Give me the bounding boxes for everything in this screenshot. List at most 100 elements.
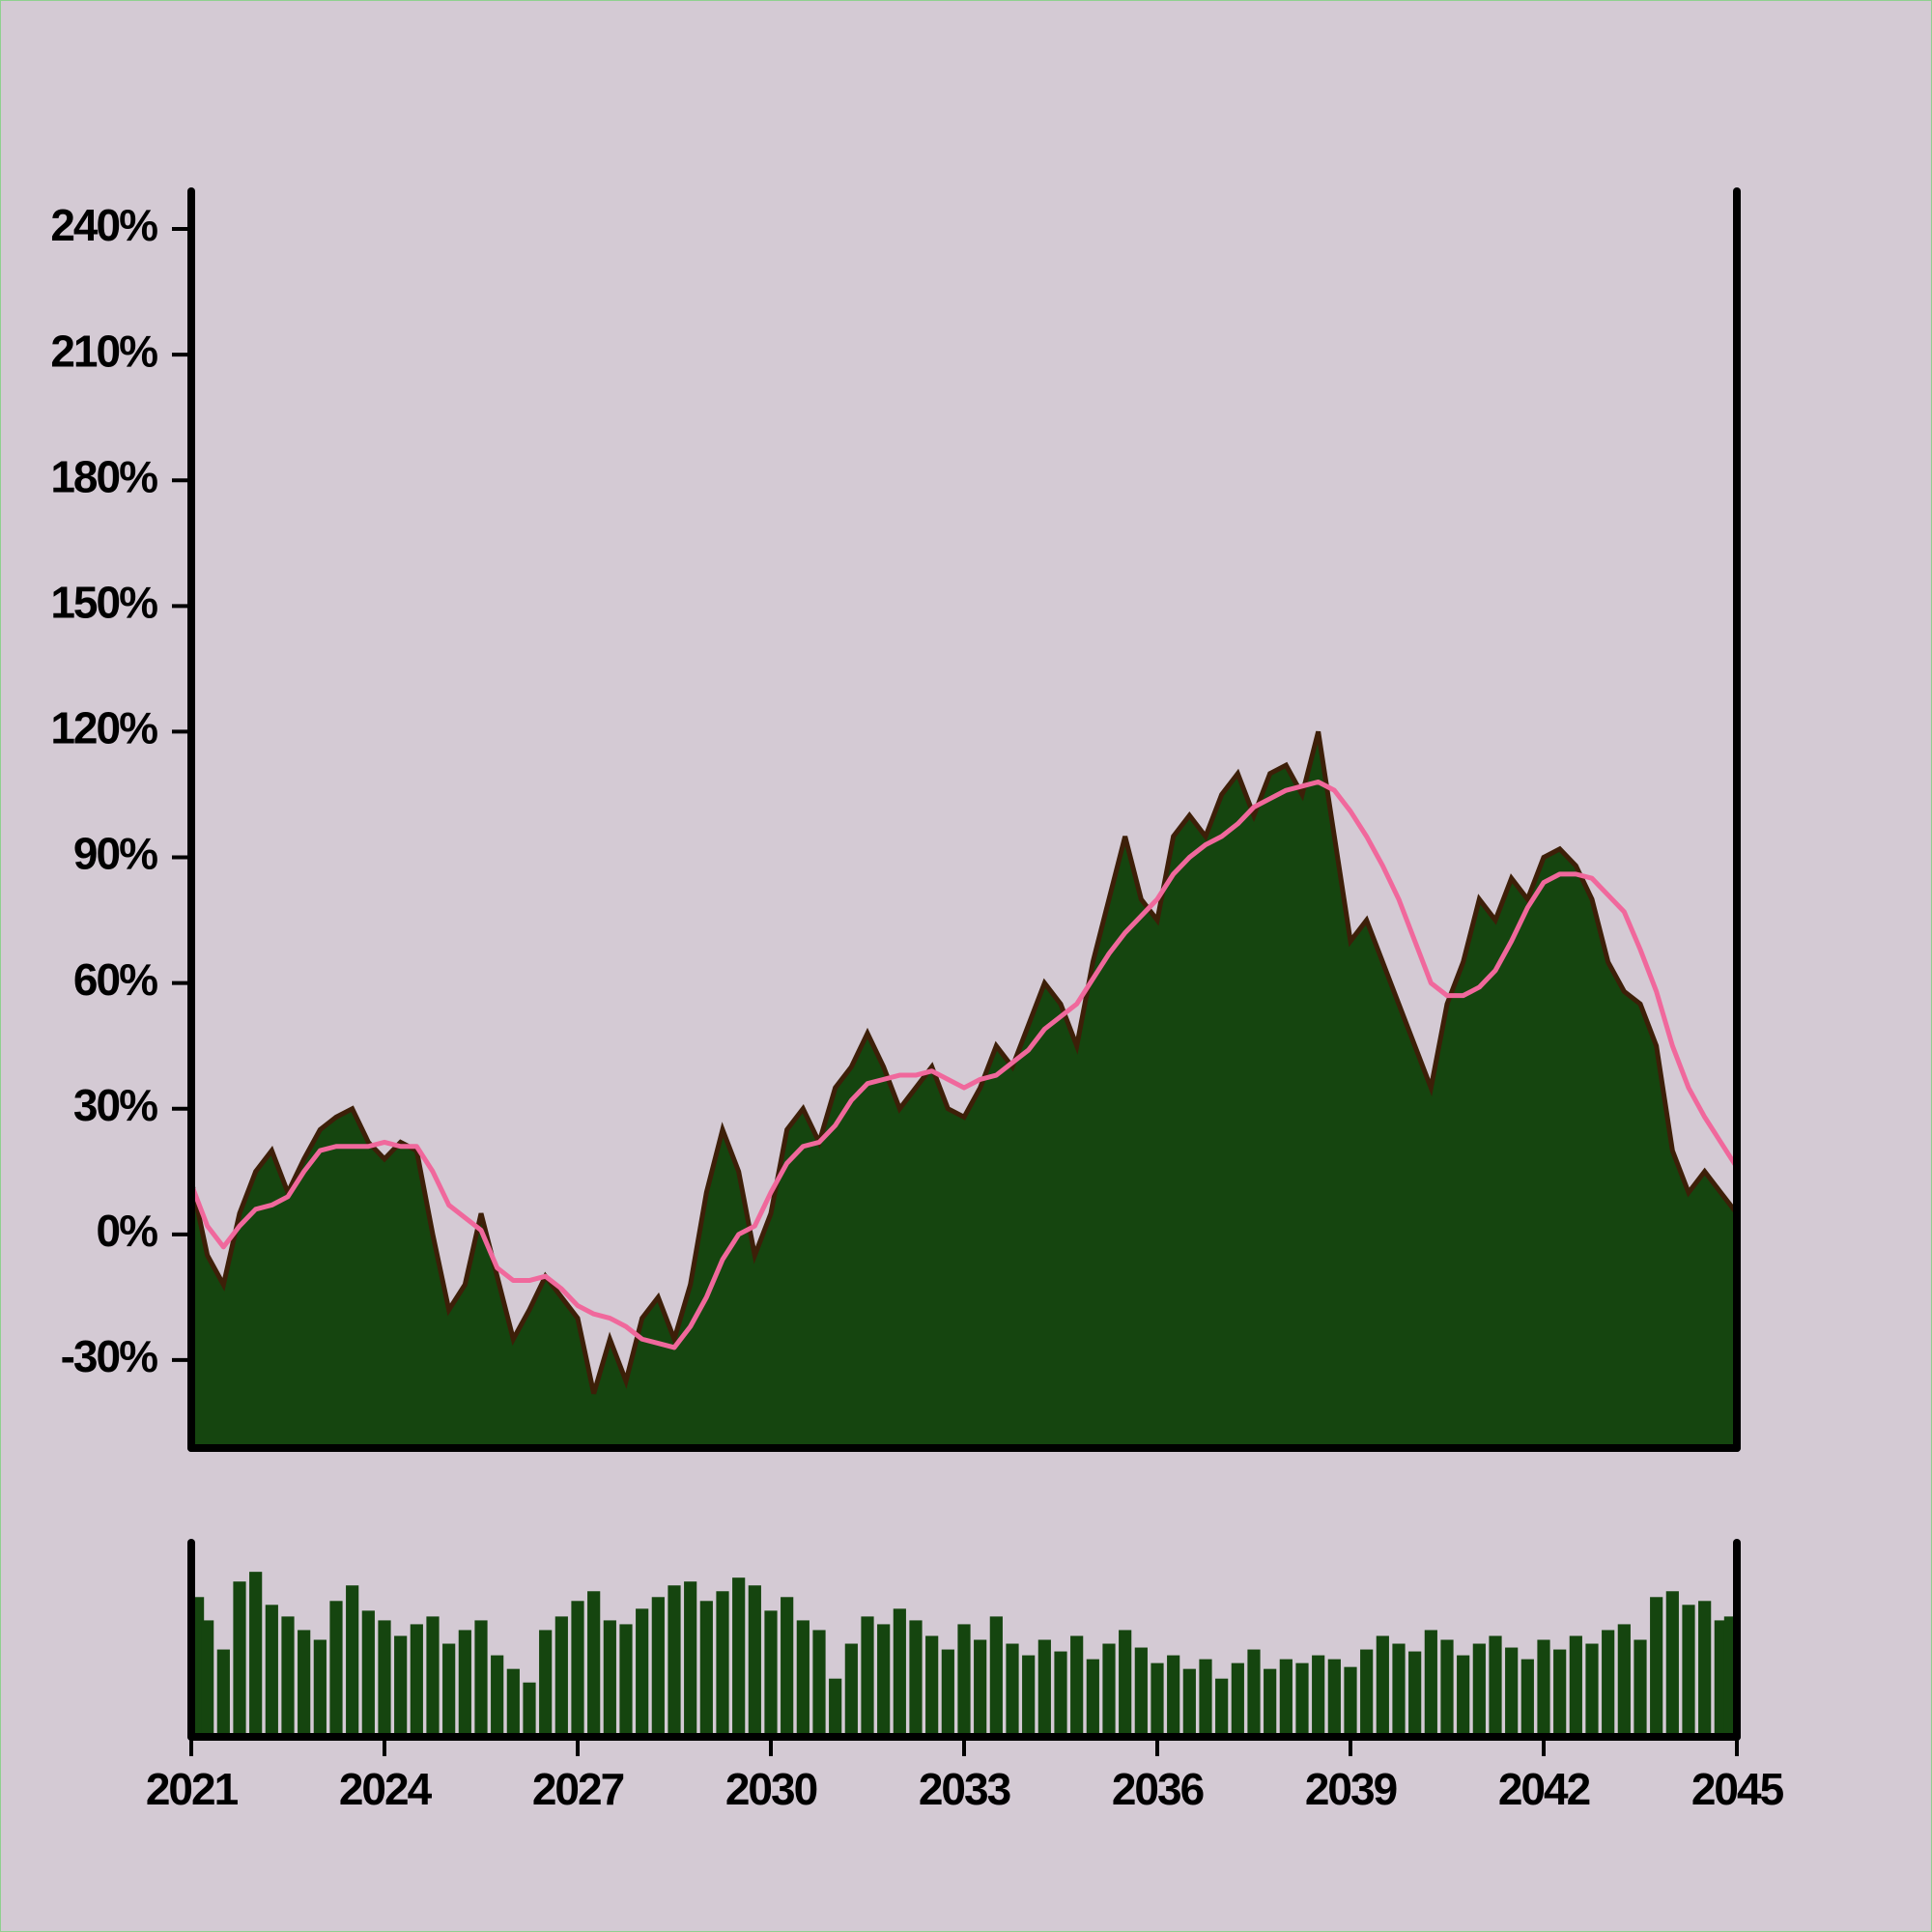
volume-bar bbox=[201, 1620, 214, 1737]
volume-bar bbox=[1665, 1591, 1679, 1737]
volume-bar bbox=[1070, 1635, 1084, 1737]
y-tick-label: 30% bbox=[73, 1080, 157, 1130]
volume-bar bbox=[732, 1577, 746, 1737]
volume-bar bbox=[1602, 1630, 1615, 1737]
y-tick-label: 150% bbox=[50, 577, 157, 627]
volume-bar bbox=[1006, 1643, 1019, 1737]
volume-bar bbox=[426, 1616, 440, 1737]
volume-bar bbox=[1457, 1655, 1470, 1737]
volume-bar bbox=[1408, 1651, 1422, 1737]
volume-bar bbox=[1392, 1643, 1406, 1737]
x-tick-label: 2036 bbox=[1112, 1764, 1204, 1814]
volume-bar bbox=[474, 1620, 488, 1737]
y-tick-label: 240% bbox=[50, 200, 157, 250]
volume-bar bbox=[1119, 1630, 1132, 1737]
volume-bar bbox=[523, 1682, 536, 1737]
volume-bar bbox=[1537, 1639, 1550, 1737]
volume-bar bbox=[1312, 1655, 1325, 1737]
volume-bar bbox=[1167, 1655, 1180, 1737]
volume-bar bbox=[974, 1639, 987, 1737]
volume-bar bbox=[909, 1620, 923, 1737]
volume-bar bbox=[249, 1572, 263, 1737]
volume-bar bbox=[1505, 1647, 1519, 1737]
volume-bar bbox=[1199, 1659, 1212, 1737]
volume-bar bbox=[812, 1630, 826, 1737]
volume-bar bbox=[1376, 1635, 1389, 1737]
volume-bar bbox=[764, 1610, 778, 1737]
moving-average-line bbox=[188, 779, 1740, 1350]
volume-bar bbox=[410, 1624, 423, 1737]
volume-bar bbox=[378, 1620, 391, 1737]
y-tick-label: 120% bbox=[50, 703, 157, 753]
volume-bar bbox=[394, 1635, 408, 1737]
volume-bar bbox=[1327, 1659, 1341, 1737]
volume-bar bbox=[619, 1624, 633, 1737]
volume-bar bbox=[1215, 1678, 1229, 1737]
volume-bar bbox=[1360, 1649, 1374, 1737]
y-tick-label: 60% bbox=[73, 954, 157, 1005]
volume-bar bbox=[1182, 1668, 1196, 1737]
volume-bar bbox=[1264, 1668, 1277, 1737]
volume-bar bbox=[1151, 1662, 1164, 1737]
volume-bar bbox=[1714, 1620, 1727, 1737]
volume-bar bbox=[554, 1616, 568, 1737]
volume-bar bbox=[361, 1610, 375, 1737]
volume-bar bbox=[796, 1620, 810, 1737]
volume-bar bbox=[829, 1678, 842, 1737]
volume-bar bbox=[1553, 1649, 1567, 1737]
volume-bar bbox=[989, 1616, 1003, 1737]
volume-bar bbox=[1231, 1662, 1244, 1737]
volume-bar bbox=[941, 1649, 954, 1737]
volume-bar bbox=[651, 1597, 665, 1737]
volume-bar bbox=[1295, 1662, 1309, 1737]
volume-bar bbox=[781, 1597, 794, 1737]
x-tick-label: 2045 bbox=[1691, 1764, 1784, 1814]
volume-bar bbox=[1489, 1635, 1502, 1737]
volume-bar bbox=[1022, 1655, 1036, 1737]
volume-bar bbox=[571, 1601, 584, 1737]
volume-bar bbox=[1634, 1639, 1647, 1737]
y-tick-label: 90% bbox=[73, 829, 157, 879]
volume-bar bbox=[442, 1643, 456, 1737]
volume-bar bbox=[699, 1601, 713, 1737]
volume-bar bbox=[1134, 1647, 1148, 1737]
volume-bar bbox=[313, 1639, 327, 1737]
volume-bar bbox=[265, 1605, 278, 1737]
volume-bar bbox=[1344, 1666, 1357, 1737]
x-tick-label: 2027 bbox=[532, 1764, 624, 1814]
volume-bar bbox=[506, 1668, 520, 1737]
volume-bar bbox=[1682, 1605, 1695, 1737]
volume-bar bbox=[716, 1591, 729, 1737]
volume-bar bbox=[1472, 1643, 1486, 1737]
volume-bar bbox=[1698, 1601, 1712, 1737]
volume-bar bbox=[1440, 1639, 1454, 1737]
y-tick-label: 210% bbox=[50, 326, 157, 376]
volume-bar bbox=[684, 1581, 697, 1737]
volume-bar bbox=[636, 1608, 649, 1737]
volume-bar bbox=[1424, 1630, 1437, 1737]
volume-bar bbox=[1102, 1643, 1116, 1737]
x-tick-label: 2039 bbox=[1305, 1764, 1397, 1814]
y-tick-label: 180% bbox=[50, 451, 157, 501]
volume-bar bbox=[925, 1635, 939, 1737]
volume-bar bbox=[1520, 1659, 1534, 1737]
volume-bar bbox=[539, 1630, 553, 1737]
volume-bar bbox=[216, 1649, 230, 1737]
volume-bar bbox=[877, 1624, 891, 1737]
volume-bar bbox=[1054, 1651, 1067, 1737]
volume-bar bbox=[298, 1630, 311, 1737]
volume-bar bbox=[1617, 1624, 1631, 1737]
volume-bar bbox=[603, 1620, 616, 1737]
volume-bar bbox=[1247, 1649, 1261, 1737]
volume-bar bbox=[458, 1630, 471, 1737]
volume-bar bbox=[1650, 1597, 1663, 1737]
volume-bar bbox=[893, 1608, 906, 1737]
volume-bar bbox=[281, 1616, 295, 1737]
area bbox=[188, 730, 1740, 1451]
volume-bar bbox=[861, 1616, 874, 1737]
volume-bar bbox=[329, 1601, 343, 1737]
volume-bar bbox=[957, 1624, 971, 1737]
y-tick-label: 0% bbox=[97, 1206, 158, 1256]
volume-bar bbox=[1569, 1635, 1582, 1737]
